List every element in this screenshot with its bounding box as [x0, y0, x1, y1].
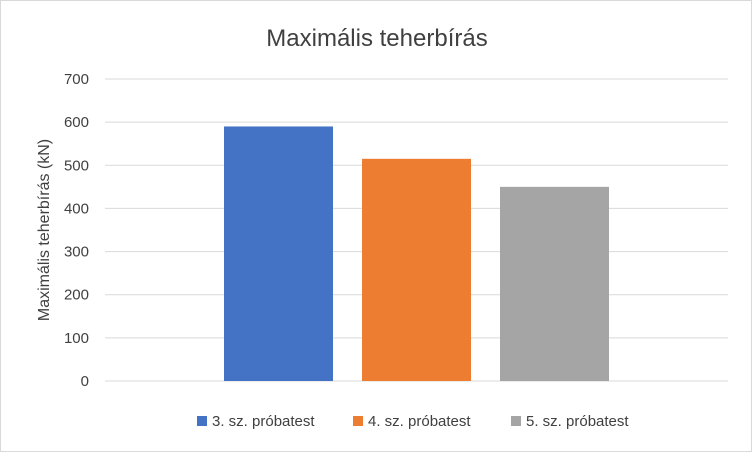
legend-label: 5. sz. próbatest: [526, 413, 629, 430]
bar-3: [500, 186, 609, 381]
bars: [224, 126, 609, 381]
legend-swatch: [511, 416, 521, 426]
legend: 3. sz. próbatest 4. sz. próbatest 5. sz. p…: [197, 413, 629, 430]
y-tick-label: 300: [64, 244, 89, 261]
y-axis-label: Maximális teherbírás (kN): [36, 139, 53, 321]
legend-swatch: [353, 416, 363, 426]
legend-label: 3. sz. próbatest: [212, 413, 315, 430]
y-tick-label: 700: [64, 71, 89, 88]
y-tick-label: 200: [64, 287, 89, 304]
chart-title: Maximális teherbírás: [266, 25, 487, 52]
y-axis-ticks: 0 100 200 300 400 500 600 700: [64, 71, 89, 390]
y-tick-label: 0: [81, 373, 89, 390]
legend-label: 4. sz. próbatest: [368, 413, 471, 430]
bar-1: [224, 126, 333, 381]
y-tick-label: 400: [64, 200, 89, 217]
y-tick-label: 600: [64, 114, 89, 131]
y-tick-label: 500: [64, 157, 89, 174]
legend-swatch: [197, 416, 207, 426]
y-tick-label: 100: [64, 330, 89, 347]
bar-2: [362, 158, 471, 381]
